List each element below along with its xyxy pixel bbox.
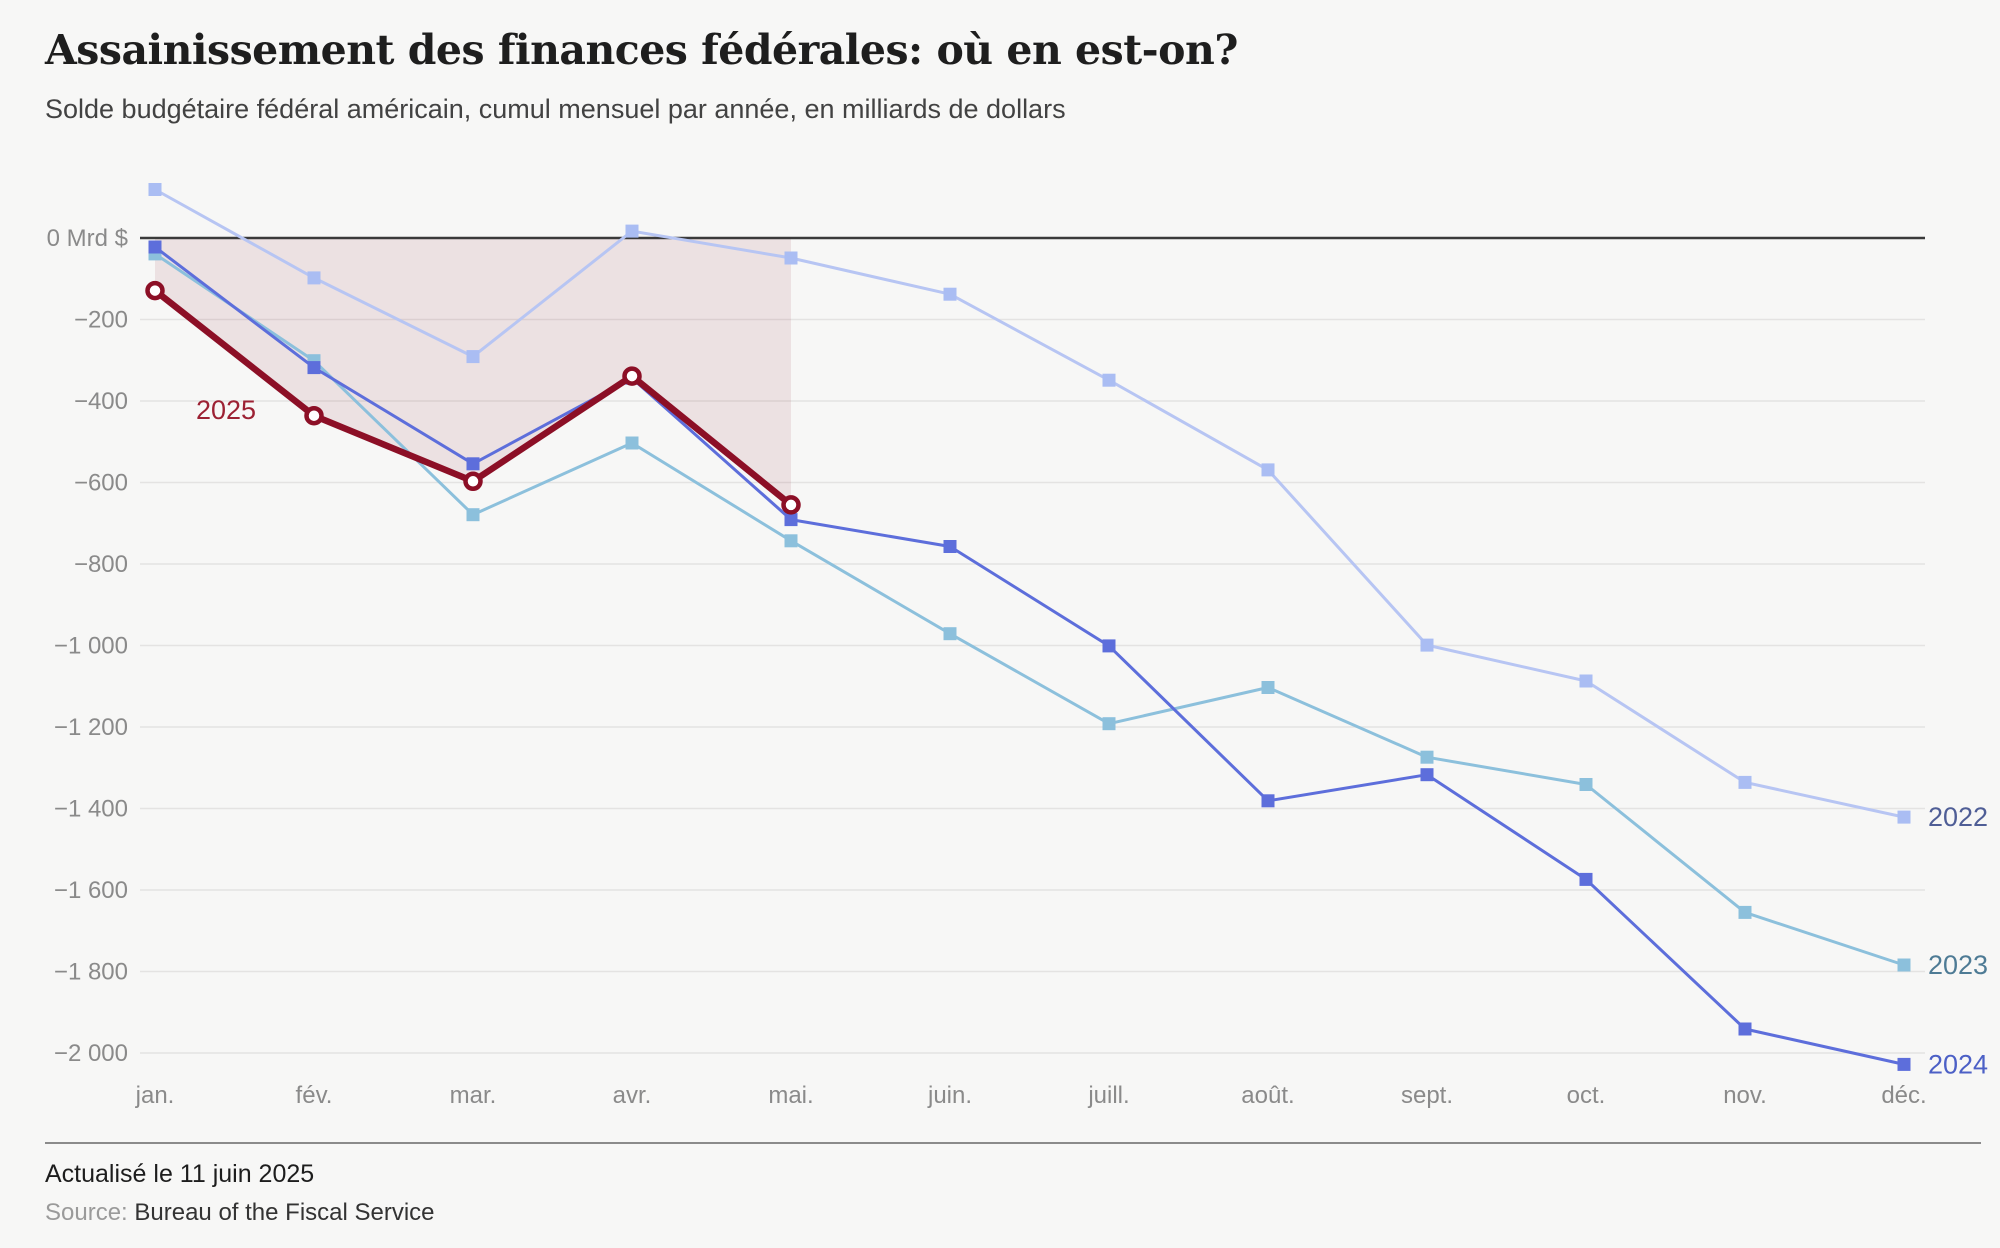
y-tick-label: −200 [74,307,128,334]
x-tick-label: août. [1241,1082,1294,1109]
series-line-2024 [153,245,1906,1066]
marker-2022-juin. [943,287,957,301]
x-tick-label: mar. [450,1082,497,1109]
x-tick-label: oct. [1567,1082,1606,1109]
page-title: Assainissement des finances fédérales: o… [45,26,1238,74]
marker-2022-mar. [466,350,480,364]
marker-2022-fév. [307,271,321,285]
x-tick-label: jan. [135,1082,175,1109]
x-tick-label: juin. [927,1082,972,1109]
marker-2023-sept. [1420,750,1434,764]
marker-2025-mar. [463,471,483,492]
marker-2022-oct. [1579,674,1593,688]
marker-2023-juill. [1102,717,1116,731]
marker-2024-jan. [148,240,162,254]
page-subtitle: Solde budgétaire fédéral américain, cumu… [45,94,1066,124]
marker-2025-avr. [622,366,642,386]
y-tick-label: −1 800 [54,959,128,986]
marker-2024-fév. [307,361,321,375]
marker-2023-mai. [784,534,798,548]
updated-date: Actualisé le 11 juin 2025 [45,1160,315,1188]
marker-2025-mai. [781,495,801,515]
y-tick-label: 0 Mrd $ [47,225,128,252]
marker-2025-jan. [145,280,165,301]
source-label: Source: [45,1199,128,1226]
y-tick-label: −1 200 [54,714,128,741]
y-tick-label: −800 [74,551,128,578]
marker-2024-oct. [1579,872,1593,886]
source-value: Bureau of the Fiscal Service [134,1199,435,1226]
marker-2023-juin. [943,627,957,641]
marker-2024-juill. [1102,639,1116,653]
series-line-2023 [153,252,1906,967]
deficit-area-2025 [155,238,791,505]
y-tick-label: −600 [74,470,128,497]
marker-2022-nov. [1738,775,1752,789]
marker-2022-août. [1261,463,1275,477]
y-tick-label: −1 000 [54,633,128,660]
x-tick-label: mai. [768,1082,813,1109]
marker-2024-mai. [784,513,798,527]
series-end-label-2024: 2024 [1928,1049,1988,1079]
x-tick-label: fév. [296,1082,333,1109]
marker-2024-août. [1261,794,1275,808]
marker-2024-nov. [1738,1022,1752,1036]
x-tick-label: déc. [1881,1082,1926,1109]
series-annotation-2025: 2025 [196,395,256,425]
marker-2022-mai. [784,251,798,265]
source-line: Source: Bureau of the Fiscal Service [45,1199,435,1227]
y-tick-label: −400 [74,388,128,415]
y-tick-label: −1 600 [54,877,128,904]
marker-2022-déc. [1897,810,1911,824]
marker-2025-fév. [304,405,324,426]
marker-2024-mar. [466,457,480,471]
marker-2024-sept. [1420,768,1434,782]
series-end-label-2022: 2022 [1928,802,1988,832]
marker-2024-juin. [943,540,957,553]
series-end-label-2023: 2023 [1928,950,1988,980]
marker-2023-nov. [1738,905,1752,919]
x-tick-label: sept. [1401,1082,1453,1109]
x-tick-label: avr. [613,1082,652,1109]
footer-divider [45,1142,1981,1144]
marker-2023-avr. [625,436,639,450]
marker-2024-déc. [1897,1057,1911,1071]
marker-2022-juill. [1102,373,1116,387]
marker-2023-août. [1261,681,1275,694]
y-tick-label: −2 000 [54,1040,128,1067]
marker-2022-sept. [1420,638,1434,652]
x-tick-label: nov. [1723,1082,1767,1109]
x-tick-label: juill. [1087,1082,1129,1109]
y-tick-label: −1 400 [54,796,128,823]
marker-2022-jan. [148,183,162,196]
marker-2022-avr. [625,224,639,238]
marker-2023-mar. [466,508,480,522]
series-line-2022 [153,188,1906,819]
marker-2023-oct. [1579,778,1593,791]
marker-2023-déc. [1897,958,1911,972]
